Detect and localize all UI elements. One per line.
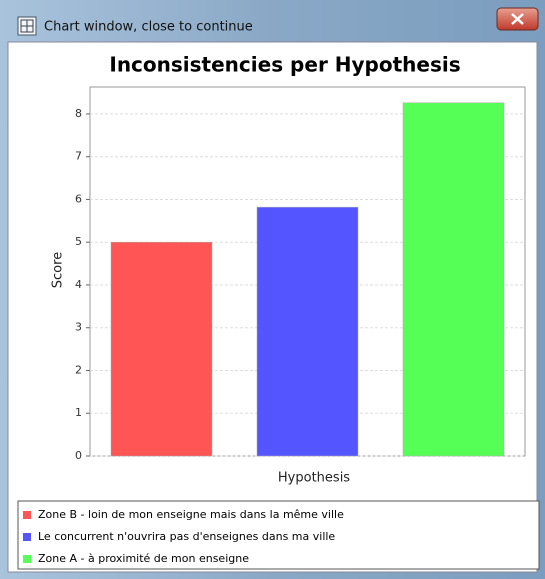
y-tick-label: 8 <box>75 107 82 120</box>
y-tick-label: 3 <box>75 321 82 334</box>
y-tick-label: 2 <box>75 363 82 376</box>
bar <box>402 102 505 457</box>
window-title: Chart window, close to continue <box>44 20 253 35</box>
legend <box>17 500 540 570</box>
y-tick-label: 0 <box>75 449 82 462</box>
chart-title: Inconsistencies per Hypothesis <box>109 53 460 77</box>
close-icon <box>511 13 524 25</box>
bar <box>110 241 213 457</box>
y-tick-label: 1 <box>75 406 82 419</box>
legend-label: Le concurrent n'ouvrira pas d'enseignes … <box>38 530 335 543</box>
legend-swatch <box>23 511 31 519</box>
y-tick-label: 7 <box>75 150 82 163</box>
y-tick-label: 6 <box>75 192 82 205</box>
legend-label: Zone B - loin de mon enseigne mais dans … <box>38 508 344 521</box>
y-tick-label: 5 <box>75 235 82 248</box>
y-tick-label: 4 <box>75 278 82 291</box>
bar <box>256 206 359 457</box>
window-icon-glyph <box>20 19 34 33</box>
y-axis-label: Score <box>51 252 66 288</box>
legend-swatch <box>23 555 31 563</box>
legend-swatch <box>23 533 31 541</box>
legend-label: Zone A - à proximité de mon enseigne <box>38 552 249 565</box>
x-axis-label: Hypothesis <box>278 471 350 486</box>
